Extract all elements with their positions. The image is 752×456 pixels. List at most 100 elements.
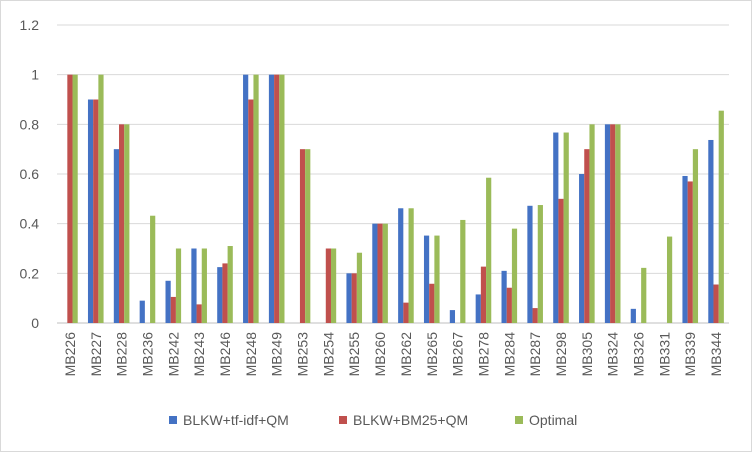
legend: BLKW+tf-idf+QM BLKW+BM25+QM Optimal (169, 412, 577, 428)
legend-swatch-0 (169, 416, 177, 424)
bar-MB265-1 (429, 283, 435, 323)
x-tick-label: MB284 (501, 332, 517, 377)
legend-label-2: Optimal (529, 412, 577, 428)
bar-MB339-1 (687, 181, 693, 323)
bar-MB254-1 (325, 248, 331, 323)
bar-MB249-1 (274, 74, 280, 324)
bar-MB278-2 (486, 177, 492, 323)
bar-MB246-0 (217, 267, 223, 323)
bar-MB298-1 (558, 198, 564, 323)
x-tick-label: MB287 (527, 332, 543, 377)
bar-MB284-2 (511, 228, 518, 323)
bar-MB305-0 (579, 174, 585, 323)
bar-MB324-0 (604, 124, 611, 323)
bar-MB227-2 (98, 74, 104, 324)
bars (67, 74, 724, 324)
bar-MB227-0 (87, 99, 94, 323)
y-tick-label: 0.8 (20, 116, 40, 132)
bar-MB331-2 (666, 236, 673, 323)
x-tick-label: MB265 (424, 332, 440, 377)
bar-MB242-0 (165, 280, 171, 323)
bar-MB262-1 (403, 302, 409, 323)
y-tick-label: 1.2 (20, 17, 40, 33)
bar-MB243-0 (191, 248, 197, 323)
x-tick-label: MB242 (165, 332, 181, 377)
bar-MB249-0 (268, 74, 275, 324)
bar-MB287-1 (532, 308, 538, 323)
bar-MB260-2 (382, 223, 388, 323)
bar-MB228-2 (124, 124, 130, 323)
bar-MB249-2 (279, 74, 285, 324)
bar-MB254-2 (330, 248, 337, 323)
x-tick-label: MB227 (88, 332, 104, 377)
y-tick-label: 0.6 (20, 166, 40, 182)
x-tick-label: MB243 (191, 332, 207, 377)
bar-MB267-2 (460, 219, 466, 323)
bar-MB228-0 (113, 149, 120, 323)
legend-swatch-1 (339, 416, 347, 424)
x-tick-label: MB298 (553, 332, 569, 377)
y-tick-label: 1 (31, 67, 39, 83)
y-tick-label: 0 (31, 315, 39, 331)
x-tick-label: MB249 (269, 332, 285, 377)
legend-label-0: BLKW+tf-idf+QM (183, 412, 289, 428)
x-tick-label: MB248 (243, 332, 259, 377)
x-tick-label: MB253 (295, 332, 311, 377)
bar-MB260-0 (372, 223, 378, 323)
bar-MB265-2 (434, 235, 440, 323)
bar-MB248-1 (248, 99, 254, 323)
bar-MB339-2 (692, 149, 699, 323)
bar-MB298-2 (563, 132, 569, 323)
bar-MB284-0 (501, 270, 507, 323)
bar-MB339-0 (682, 175, 688, 323)
bar-MB262-0 (398, 208, 404, 323)
bar-MB246-2 (227, 246, 233, 323)
bar-MB242-1 (170, 296, 176, 323)
x-tick-label: MB267 (450, 332, 466, 377)
bar-MB248-2 (253, 74, 259, 324)
bar-MB305-1 (584, 149, 590, 323)
x-tick-label: MB344 (708, 332, 724, 377)
bar-MB344-0 (708, 139, 714, 323)
gridlines (57, 24, 729, 324)
x-tick-label: MB305 (579, 332, 595, 377)
x-tick-label: MB236 (139, 332, 155, 377)
x-axis: MB226 MB227 MB228 MB236 MB242 MB243 MB246 MB248… (62, 332, 724, 377)
bar-MB324-1 (610, 124, 616, 323)
bar-MB344-1 (713, 284, 719, 323)
y-axis: 0 0.2 0.4 0.6 0.8 1 1.2 (20, 17, 40, 331)
bar-MB253-2 (305, 149, 311, 323)
x-tick-label: MB324 (605, 332, 621, 377)
bar-MB260-1 (377, 223, 383, 323)
bar-MB226-2 (72, 74, 78, 324)
x-tick-label: MB326 (631, 332, 647, 377)
bar-MB227-1 (93, 99, 99, 323)
bar-MB228-1 (119, 124, 125, 323)
bar-MB326-2 (641, 267, 647, 323)
x-tick-label: MB260 (372, 332, 388, 377)
bar-MB267-0 (449, 310, 456, 323)
bar-MB246-1 (222, 263, 228, 323)
bar-MB243-1 (196, 304, 202, 323)
bar-MB253-1 (299, 149, 306, 323)
bar-MB255-1 (351, 273, 357, 323)
y-tick-label: 0.2 (20, 265, 40, 281)
legend-swatch-2 (515, 416, 523, 424)
bar-MB326-0 (630, 308, 636, 323)
bar-MB255-0 (346, 273, 352, 323)
x-tick-label: MB278 (475, 332, 491, 377)
x-tick-label: MB246 (217, 332, 233, 377)
bar-MB287-2 (537, 205, 543, 323)
bar-MB236-0 (139, 300, 145, 323)
bar-MB243-2 (201, 248, 207, 323)
x-tick-label: MB339 (682, 332, 698, 377)
bar-MB305-2 (589, 124, 595, 323)
bar-MB262-2 (408, 208, 414, 323)
x-tick-label: MB262 (398, 332, 414, 377)
bar-MB278-1 (480, 266, 487, 323)
bar-MB284-1 (506, 287, 512, 323)
bar-MB324-2 (615, 124, 621, 323)
y-tick-label: 0.4 (20, 216, 40, 232)
